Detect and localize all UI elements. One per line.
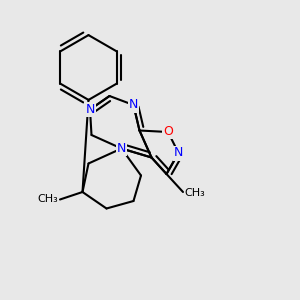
Text: N: N xyxy=(85,103,95,116)
Text: N: N xyxy=(117,142,126,155)
Text: N: N xyxy=(117,142,126,155)
Text: N: N xyxy=(129,98,138,112)
Text: CH₃: CH₃ xyxy=(184,188,205,199)
Text: O: O xyxy=(163,125,173,139)
Text: CH₃: CH₃ xyxy=(38,194,58,205)
Text: N: N xyxy=(174,146,183,160)
